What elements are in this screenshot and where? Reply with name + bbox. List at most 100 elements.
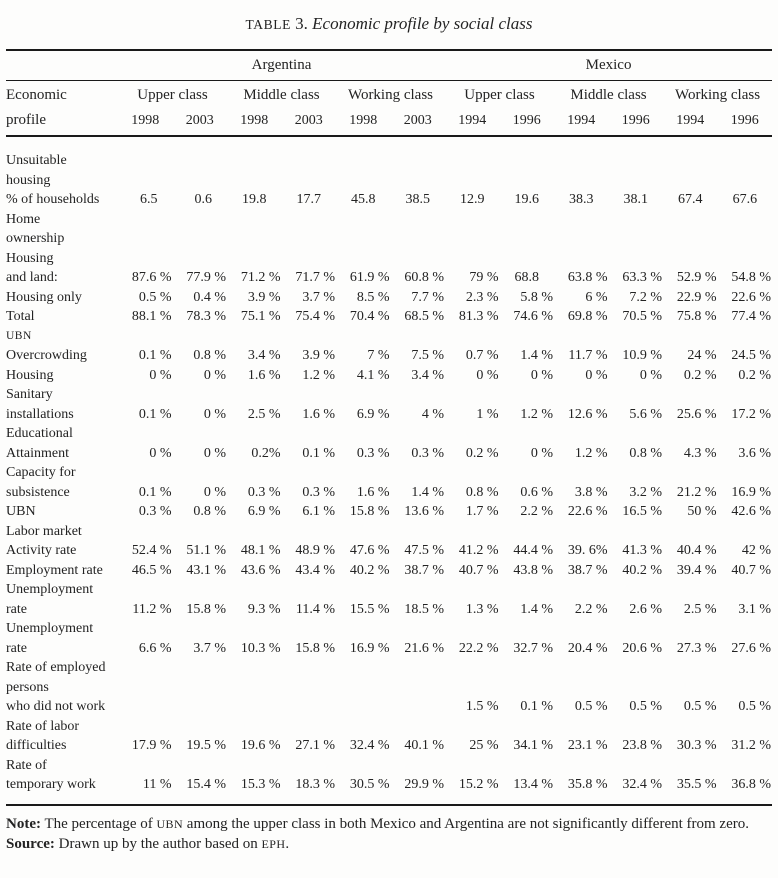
- cell-value: 38.7 %: [567, 562, 608, 578]
- cell-value: 42.6 %: [731, 504, 772, 519]
- cell-value: 0 %: [530, 367, 553, 383]
- table-row: Housing: [6, 249, 772, 269]
- cell-value: [173, 136, 228, 171]
- cell-value: 40.7 %: [458, 562, 499, 578]
- row-label: Employment rate: [6, 562, 103, 578]
- cell-value: [227, 756, 282, 776]
- cell-value: [282, 249, 337, 269]
- cell-value: [718, 463, 773, 483]
- cell-value: [609, 249, 664, 269]
- table-row: Educational: [6, 424, 772, 444]
- cell-value: [118, 229, 173, 249]
- cell-value: [118, 327, 173, 347]
- cell-value: 1.4 %: [520, 601, 553, 617]
- cell-value: [500, 658, 555, 678]
- year-header: 1998: [131, 112, 160, 128]
- cell-value: [500, 756, 555, 776]
- row-label: installations: [6, 406, 74, 422]
- cell-value: 31.2 %: [731, 738, 772, 753]
- cell-value: [554, 678, 609, 698]
- table-row: Rate of employed: [6, 658, 772, 678]
- cell-value: [118, 658, 173, 678]
- cell-value: 12.6 %: [567, 406, 608, 422]
- cell-value: 9.3 %: [247, 601, 281, 617]
- cell-value: 15.8 %: [349, 504, 390, 519]
- cell-value: 29.9 %: [404, 777, 444, 792]
- cell-value: [282, 136, 337, 171]
- table-row: Unemployment: [6, 619, 772, 639]
- cell-value: 32.4 %: [622, 777, 662, 792]
- cell-value: 19.8: [242, 192, 267, 207]
- cell-value: 1.3 %: [465, 601, 499, 617]
- cell-value: [609, 327, 664, 347]
- cell-value: 0.5 %: [574, 699, 608, 714]
- cell-value: 0.8 %: [193, 348, 226, 363]
- cell-value: 40.1 %: [404, 738, 444, 753]
- cell-value: 11.2 %: [132, 601, 172, 617]
- cell-value: 6.6 %: [138, 640, 172, 656]
- cell-value: 24 %: [687, 348, 717, 363]
- cell-value: 20.6 %: [622, 640, 662, 656]
- cell-value: 16.5 %: [622, 504, 662, 519]
- cell-value: 38.1: [623, 192, 649, 207]
- cell-value: 7.2 %: [629, 289, 662, 305]
- cell-value: 22.6 %: [731, 289, 772, 305]
- cell-value: [391, 385, 446, 405]
- cell-value: [445, 522, 500, 542]
- cell-value: 11 %: [142, 777, 172, 792]
- cell-value: [718, 522, 773, 542]
- cell-value: 40.7 %: [731, 562, 772, 578]
- table-notes: Note: The percentage of UBN among the up…: [6, 814, 772, 854]
- cell-value: 19.6: [514, 192, 540, 207]
- cell-value: 3.7 %: [193, 640, 226, 656]
- note-text: among the upper class in both Mexico and…: [183, 815, 749, 832]
- cell-value: [173, 210, 228, 230]
- table-row: and land: 87.6 % 77.9 % 71.2 % 71.7 % 61.9 % 6…: [6, 268, 772, 288]
- cell-value: [227, 424, 282, 444]
- class-group-header: Upper class: [137, 87, 208, 103]
- country-header-row: Argentina Mexico: [6, 50, 773, 81]
- cell-value: [282, 658, 337, 678]
- cell-value: [445, 171, 500, 191]
- cell-value: [663, 580, 718, 600]
- year-header: 2003: [294, 112, 323, 128]
- cell-value: 69.8 %: [567, 309, 608, 324]
- table-row: temporary work 11 % 15.4 % 15.3 % 18.3 % 30.5…: [6, 775, 772, 805]
- cell-value: [173, 385, 228, 405]
- cell-value: 0.3 %: [138, 504, 172, 519]
- cell-value: 15.8 %: [186, 601, 226, 617]
- row-label: rate: [6, 640, 27, 656]
- cell-value: 12.9: [460, 192, 485, 207]
- cell-value: 7.7 %: [411, 289, 444, 305]
- cell-value: 10.9 %: [622, 348, 662, 363]
- cell-value: [391, 229, 446, 249]
- cell-value: 52.4 %: [131, 543, 172, 558]
- cell-value: [336, 619, 391, 639]
- cell-value: 79 %: [469, 270, 499, 285]
- cell-value: 35.5 %: [676, 777, 717, 792]
- cell-value: [336, 229, 391, 249]
- cell-value: [336, 697, 391, 717]
- table-row: Capacity for: [6, 463, 772, 483]
- cell-value: [336, 424, 391, 444]
- cell-value: 0.1 %: [138, 406, 172, 422]
- table-row: installations 0.1 % 0 % 2.5 % 1.6 % 6.9 % 4 % 1…: [6, 405, 772, 425]
- row-label: Housing only: [6, 289, 82, 305]
- cell-value: [500, 619, 555, 639]
- cell-value: 1.7 %: [465, 504, 499, 519]
- year-header: 1996: [621, 112, 650, 128]
- cell-value: 81.3 %: [458, 309, 499, 324]
- cell-value: [445, 229, 500, 249]
- cell-value: 0.3 %: [247, 484, 281, 500]
- cell-value: 0.4 %: [193, 289, 226, 305]
- cell-value: [336, 327, 391, 347]
- cell-value: 32.7 %: [513, 640, 553, 656]
- cell-value: 0.6: [194, 192, 213, 207]
- cell-value: 23.8 %: [622, 738, 662, 753]
- cell-value: [391, 756, 446, 776]
- cell-value: 4 %: [421, 406, 444, 422]
- cell-value: [609, 717, 664, 737]
- cell-value: [554, 658, 609, 678]
- cell-value: 0 %: [203, 406, 226, 422]
- row-label: Housing: [6, 250, 54, 266]
